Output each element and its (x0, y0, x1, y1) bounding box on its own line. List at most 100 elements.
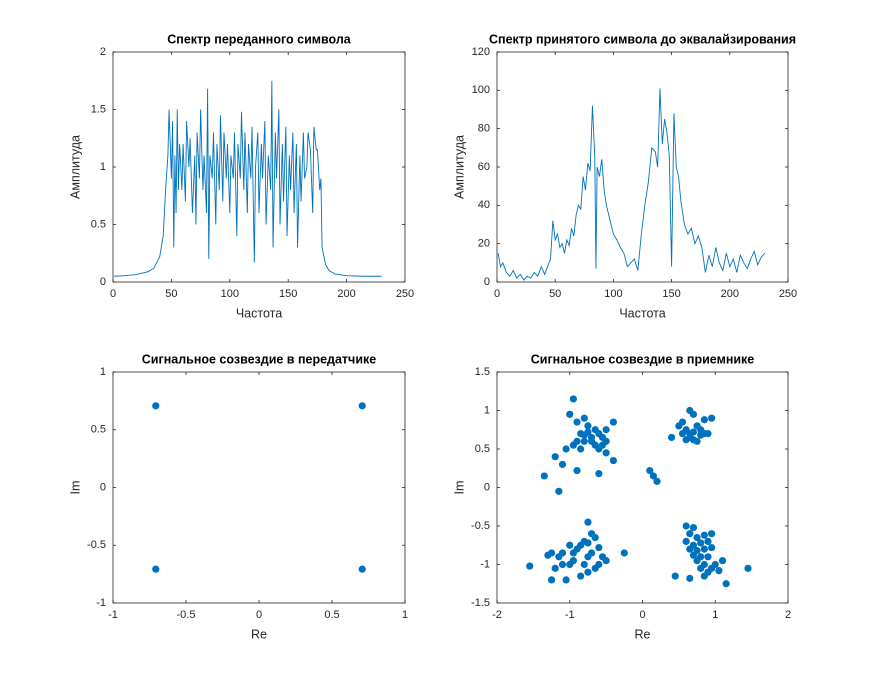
chart-title: Спектр переданного символа (167, 32, 352, 46)
x-axis-label: Re (251, 627, 267, 641)
y-tick-label: 1 (484, 404, 490, 416)
chart-title: Сигнальное созвездие в передатчике (142, 352, 376, 366)
point (653, 477, 661, 485)
point (686, 574, 694, 582)
point (682, 537, 690, 546)
point (668, 433, 676, 442)
point (697, 539, 705, 547)
point (686, 545, 694, 553)
y-tick-label: -1 (480, 558, 490, 570)
point (744, 564, 752, 572)
point (591, 564, 599, 572)
y-tick-label: 0 (484, 481, 490, 493)
point (580, 431, 588, 439)
point (540, 472, 548, 480)
point (715, 567, 723, 575)
point (609, 418, 618, 426)
x-tick-label: 150 (279, 288, 297, 300)
y-tick-label: 60 (478, 161, 490, 173)
x-tick-label: -1 (565, 609, 575, 621)
point (722, 580, 730, 588)
point (697, 431, 705, 439)
y-tick-label: 40 (478, 199, 490, 211)
point (700, 416, 708, 424)
point (678, 430, 687, 438)
point (569, 441, 577, 449)
point (678, 418, 687, 426)
point (595, 543, 603, 552)
x-tick-label: 0 (639, 609, 645, 621)
point (693, 533, 701, 542)
point (708, 414, 716, 422)
axes-box (496, 51, 789, 283)
x-tick-label: -2 (492, 609, 502, 621)
point (591, 533, 599, 542)
point (551, 564, 559, 572)
x-tick-label: 50 (165, 288, 177, 300)
point (573, 418, 581, 426)
axes-box (112, 51, 406, 283)
y-tick-label: 0 (100, 276, 106, 288)
x-axis-label: Re (635, 627, 651, 641)
y-tick-label: -0.5 (471, 520, 490, 532)
y-tick-label: 100 (472, 84, 490, 96)
point (682, 522, 690, 530)
point (573, 466, 581, 475)
y-axis-label: Амплитуда (68, 135, 82, 199)
x-tick-label: 1 (712, 609, 718, 621)
point (704, 430, 712, 438)
point (700, 572, 708, 580)
point (704, 553, 712, 561)
point (689, 428, 698, 436)
point (595, 470, 603, 478)
y-tick-label: 0 (484, 276, 490, 288)
point (569, 557, 577, 565)
x-tick-label: 100 (604, 288, 622, 300)
point (708, 543, 716, 552)
x-tick-label: 2 (785, 609, 791, 621)
x-tick-label: 0.5 (324, 609, 339, 621)
y-tick-label: -1.5 (471, 597, 490, 609)
chart-title: Спектр принятого символа до эквалайзиров… (489, 32, 796, 46)
point (620, 549, 628, 557)
point (558, 560, 567, 569)
point (686, 433, 694, 442)
point (711, 560, 719, 569)
point (671, 572, 679, 580)
spectrum-line (497, 88, 766, 281)
point (558, 460, 567, 468)
y-tick-label: 1.5 (475, 366, 490, 378)
point (584, 422, 592, 430)
point (152, 402, 160, 410)
x-tick-label: 200 (721, 288, 739, 300)
point (566, 410, 574, 418)
point (649, 472, 658, 480)
x-tick-label: -0.5 (177, 609, 196, 621)
y-tick-label: 0 (100, 481, 106, 493)
y-tick-label: 120 (472, 46, 490, 58)
y-tick-label: 0.5 (91, 218, 106, 230)
point (609, 456, 618, 465)
axes-box (112, 371, 406, 604)
y-axis-label: Амплитуда (452, 135, 466, 199)
point (152, 565, 160, 573)
y-tick-label: -0.5 (87, 539, 106, 551)
point (595, 445, 603, 453)
y-tick-label: 1 (100, 366, 106, 378)
point (584, 539, 592, 547)
x-tick-label: 0 (494, 288, 500, 300)
y-axis-label: Im (452, 481, 466, 495)
x-tick-label: 100 (221, 288, 239, 300)
x-axis-label: Частота (236, 306, 282, 320)
point (693, 557, 701, 565)
point (602, 557, 610, 565)
y-tick-label: -1 (96, 597, 106, 609)
x-tick-label: 250 (779, 288, 797, 300)
x-tick-label: 250 (396, 288, 414, 300)
point (646, 466, 654, 475)
point (577, 445, 585, 453)
point (580, 437, 588, 445)
point (358, 402, 366, 410)
point (580, 414, 588, 422)
x-axis-label: Частота (619, 306, 665, 320)
